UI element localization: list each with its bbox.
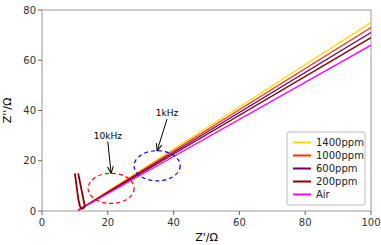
y-tick	[38, 10, 42, 11]
y-axis-label: Z''/Ω	[1, 98, 14, 124]
y-tick-label: 40	[23, 105, 36, 116]
y-tick	[38, 60, 42, 61]
x-tick-label: 0	[39, 217, 45, 228]
y-tick	[38, 211, 42, 212]
legend-swatch	[293, 194, 311, 196]
series-line	[78, 45, 371, 210]
y-tick-label: 0	[30, 206, 36, 217]
y-tick-label: 20	[23, 155, 36, 166]
annotation-arrow	[108, 142, 111, 174]
x-tick	[107, 211, 108, 215]
x-axis-label: Z'/Ω	[195, 231, 218, 244]
spike-line	[75, 173, 85, 208]
legend-box	[287, 132, 365, 205]
series-line	[78, 33, 371, 211]
x-tick	[173, 211, 174, 215]
legend-swatch	[293, 155, 311, 157]
legend-swatch	[293, 142, 311, 144]
chart: 0 20 40 60 80 100 0 20 40 60 80 Z'/Ω Z''/Ω 10kHz 1kHz 1…	[0, 0, 381, 245]
annotation-arrow	[157, 119, 167, 151]
highlight-ellipse	[88, 173, 134, 203]
x-tick	[305, 211, 306, 215]
x-tick-label: 100	[361, 217, 380, 228]
x-tick	[371, 211, 372, 215]
legend-label: 1400ppm	[316, 137, 364, 148]
legend-label: 200ppm	[316, 176, 358, 187]
x-tick-label: 20	[101, 217, 114, 228]
y-tick	[38, 160, 42, 161]
x-tick	[42, 211, 43, 215]
legend-label: 600ppm	[316, 163, 358, 174]
series-line	[78, 38, 371, 211]
legend-label: Air	[316, 189, 331, 200]
x-tick	[239, 211, 240, 215]
series-line	[78, 23, 371, 211]
y-tick-label: 60	[23, 55, 36, 66]
x-tick-label: 80	[299, 217, 312, 228]
legend-label: 1000ppm	[316, 150, 364, 161]
highlight-ellipse	[134, 151, 180, 181]
annotation-text: 1kHz	[156, 108, 179, 118]
y-tick-label: 80	[23, 5, 36, 16]
legend-swatch	[293, 181, 311, 183]
plot-area	[75, 23, 371, 211]
y-tick	[38, 110, 42, 111]
legend-swatch	[293, 168, 311, 170]
series-line	[78, 28, 371, 211]
x-tick-label: 60	[233, 217, 246, 228]
x-tick-label: 40	[167, 217, 180, 228]
legend: 1400ppm 1000ppm 600ppm 200ppm Air	[287, 132, 365, 205]
annotation-text: 10kHz	[94, 131, 122, 141]
plot-frame	[42, 10, 371, 211]
